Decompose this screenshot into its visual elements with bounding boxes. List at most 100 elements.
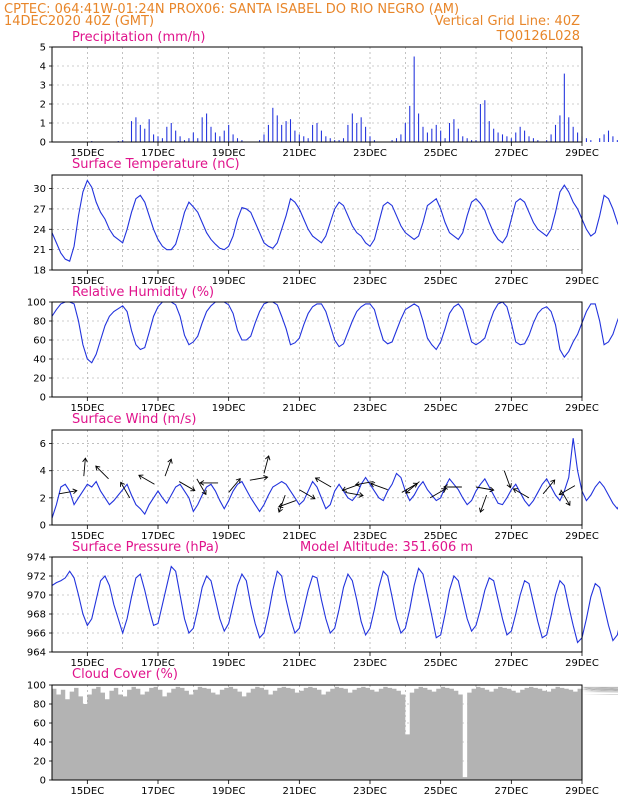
precipitation-title: Precipitation (mm/h) xyxy=(72,30,205,45)
precipitation-bar xyxy=(161,138,163,142)
precipitation-bar xyxy=(236,138,239,142)
pressure-ytick-label: 972 xyxy=(27,572,46,583)
wind-arrow-head xyxy=(370,482,376,488)
wind-date-label: 17DEC xyxy=(141,531,175,542)
precipitation-bar xyxy=(501,134,504,142)
wind-arrow-head xyxy=(264,455,271,461)
temperature-date-label: 21DEC xyxy=(282,276,316,287)
wind-arrow-head xyxy=(479,507,485,513)
humidity-date-label: 23DEC xyxy=(353,403,387,414)
pressure-frame xyxy=(51,556,583,653)
precipitation-bar xyxy=(241,140,243,142)
precipitation-bar xyxy=(188,138,190,142)
precipitation-bar xyxy=(413,56,415,142)
precipitation-bar xyxy=(329,138,331,142)
cloud-ytick-label: 60 xyxy=(33,719,46,730)
wind-arrow xyxy=(542,479,556,495)
precipitation-ytick-label: 5 xyxy=(40,43,46,54)
pressure-date-label: 15DEC xyxy=(70,658,104,669)
wind-arrow xyxy=(83,458,86,477)
wind-arrow xyxy=(559,485,576,496)
wind-arrow xyxy=(138,474,155,485)
precipitation-bar xyxy=(148,119,150,142)
precipitation-bar xyxy=(563,73,565,142)
pressure-title: Surface Pressure (hPa) xyxy=(72,540,219,555)
header-station: CPTEC: 064:41W-01:24N PROX06: SANTA ISAB… xyxy=(4,2,459,17)
cloud-ytick-label: 0 xyxy=(40,776,46,787)
pressure-ytick-label: 964 xyxy=(27,648,46,659)
wind-date-label: 29DEC xyxy=(565,531,599,542)
humidity-date-label: 17DEC xyxy=(141,403,175,414)
wind-arrow xyxy=(263,455,270,474)
humidity-date-label: 27DEC xyxy=(494,403,528,414)
pressure-grid xyxy=(52,557,582,652)
precipitation-bar xyxy=(179,136,181,142)
temperature-date-label: 15DEC xyxy=(70,276,104,287)
panel-cloud: 0 20 40 60 80 100 15DEC 17DEC 19DEC 21DEC 23DEC 25D… xyxy=(27,667,618,797)
temperature-title: Surface Temperature (nC) xyxy=(72,157,240,172)
precipitation-bar xyxy=(342,138,345,142)
humidity-date-label: 15DEC xyxy=(70,403,104,414)
humidity-ytick-label: 40 xyxy=(33,355,46,366)
precipitation-bar xyxy=(462,136,464,142)
temperature-date-label: 29DEC xyxy=(565,276,599,287)
header-run-time: 14DEC2020 40Z (GMT) xyxy=(4,14,154,29)
precipitation-bar xyxy=(183,140,186,142)
precipitation-bar xyxy=(223,130,225,142)
precipitation-bar xyxy=(418,113,420,142)
precipitation-bar xyxy=(493,128,495,142)
precipitation-bar xyxy=(228,124,230,142)
precipitation-bar xyxy=(192,132,194,142)
wind-arrow-head xyxy=(278,502,284,509)
wind-arrow-head xyxy=(82,457,88,463)
wind-arrow xyxy=(178,481,196,491)
pressure-date-label: 21DEC xyxy=(282,658,316,669)
panel-pressure: 964 966 968 970 972 974 15DEC 17DEC 19DEC 21DEC 23… xyxy=(27,540,618,669)
wind-arrow-head xyxy=(199,480,205,486)
wind-arrow-head xyxy=(263,474,269,481)
precipitation-bar xyxy=(214,132,216,142)
pressure-date-label: 29DEC xyxy=(565,658,599,669)
wind-ytick-label: 4 xyxy=(40,466,46,477)
wind-arrow-head xyxy=(235,477,241,484)
precipitation-bar xyxy=(175,130,177,142)
precipitation-bar xyxy=(577,132,579,142)
cloud-frame xyxy=(51,684,583,781)
precipitation-bar xyxy=(532,138,534,142)
precipitation-bar xyxy=(338,140,340,142)
header-grid-note: Vertical Grid Line: 40Z xyxy=(435,14,580,29)
precipitation-bar xyxy=(325,136,327,142)
precipitation-bar xyxy=(528,136,530,142)
precipitation-bar xyxy=(519,126,521,142)
precipitation-bar xyxy=(475,140,477,142)
wind-arrow-head xyxy=(167,458,173,464)
precipitation-bar xyxy=(139,124,141,142)
cloud-date-label: 29DEC xyxy=(565,786,599,797)
humidity-date-label: 25DEC xyxy=(424,403,458,414)
wind-arrow-head xyxy=(277,507,283,513)
precipitation-bar xyxy=(440,130,442,142)
precipitation-bar xyxy=(276,115,278,142)
cloud-ytick-label: 100 xyxy=(27,681,46,692)
wind-date-label: 23DEC xyxy=(353,531,387,542)
wind-arrow xyxy=(315,477,332,488)
precipitation-bar xyxy=(272,107,274,142)
pressure-annotation: Model Altitude: 351.606 m xyxy=(300,540,473,555)
cloud-date-label: 23DEC xyxy=(353,786,387,797)
humidity-ytick-label: 80 xyxy=(33,317,46,328)
precipitation-bar xyxy=(391,140,393,142)
wind-arrow-head xyxy=(443,484,448,490)
wind-grid xyxy=(52,430,582,525)
wind-ytick-label: 0 xyxy=(40,521,46,532)
precipitation-bar xyxy=(599,138,601,142)
precipitation-ytick-label: 1 xyxy=(40,119,46,130)
panel-precipitation: 0 1 2 3 4 5 15DEC 17DEC 19DEC 21DEC 23DEC 25DEC 27DE… xyxy=(40,30,618,159)
precipitation-bar xyxy=(144,128,146,142)
wind-arrow-head xyxy=(120,481,125,487)
temperature-ytick-label: 30 xyxy=(33,184,46,195)
wind-arrow-head xyxy=(138,474,144,480)
precipitation-bar xyxy=(453,119,455,142)
humidity-date-label: 19DEC xyxy=(212,403,246,414)
temperature-frame xyxy=(51,174,583,271)
